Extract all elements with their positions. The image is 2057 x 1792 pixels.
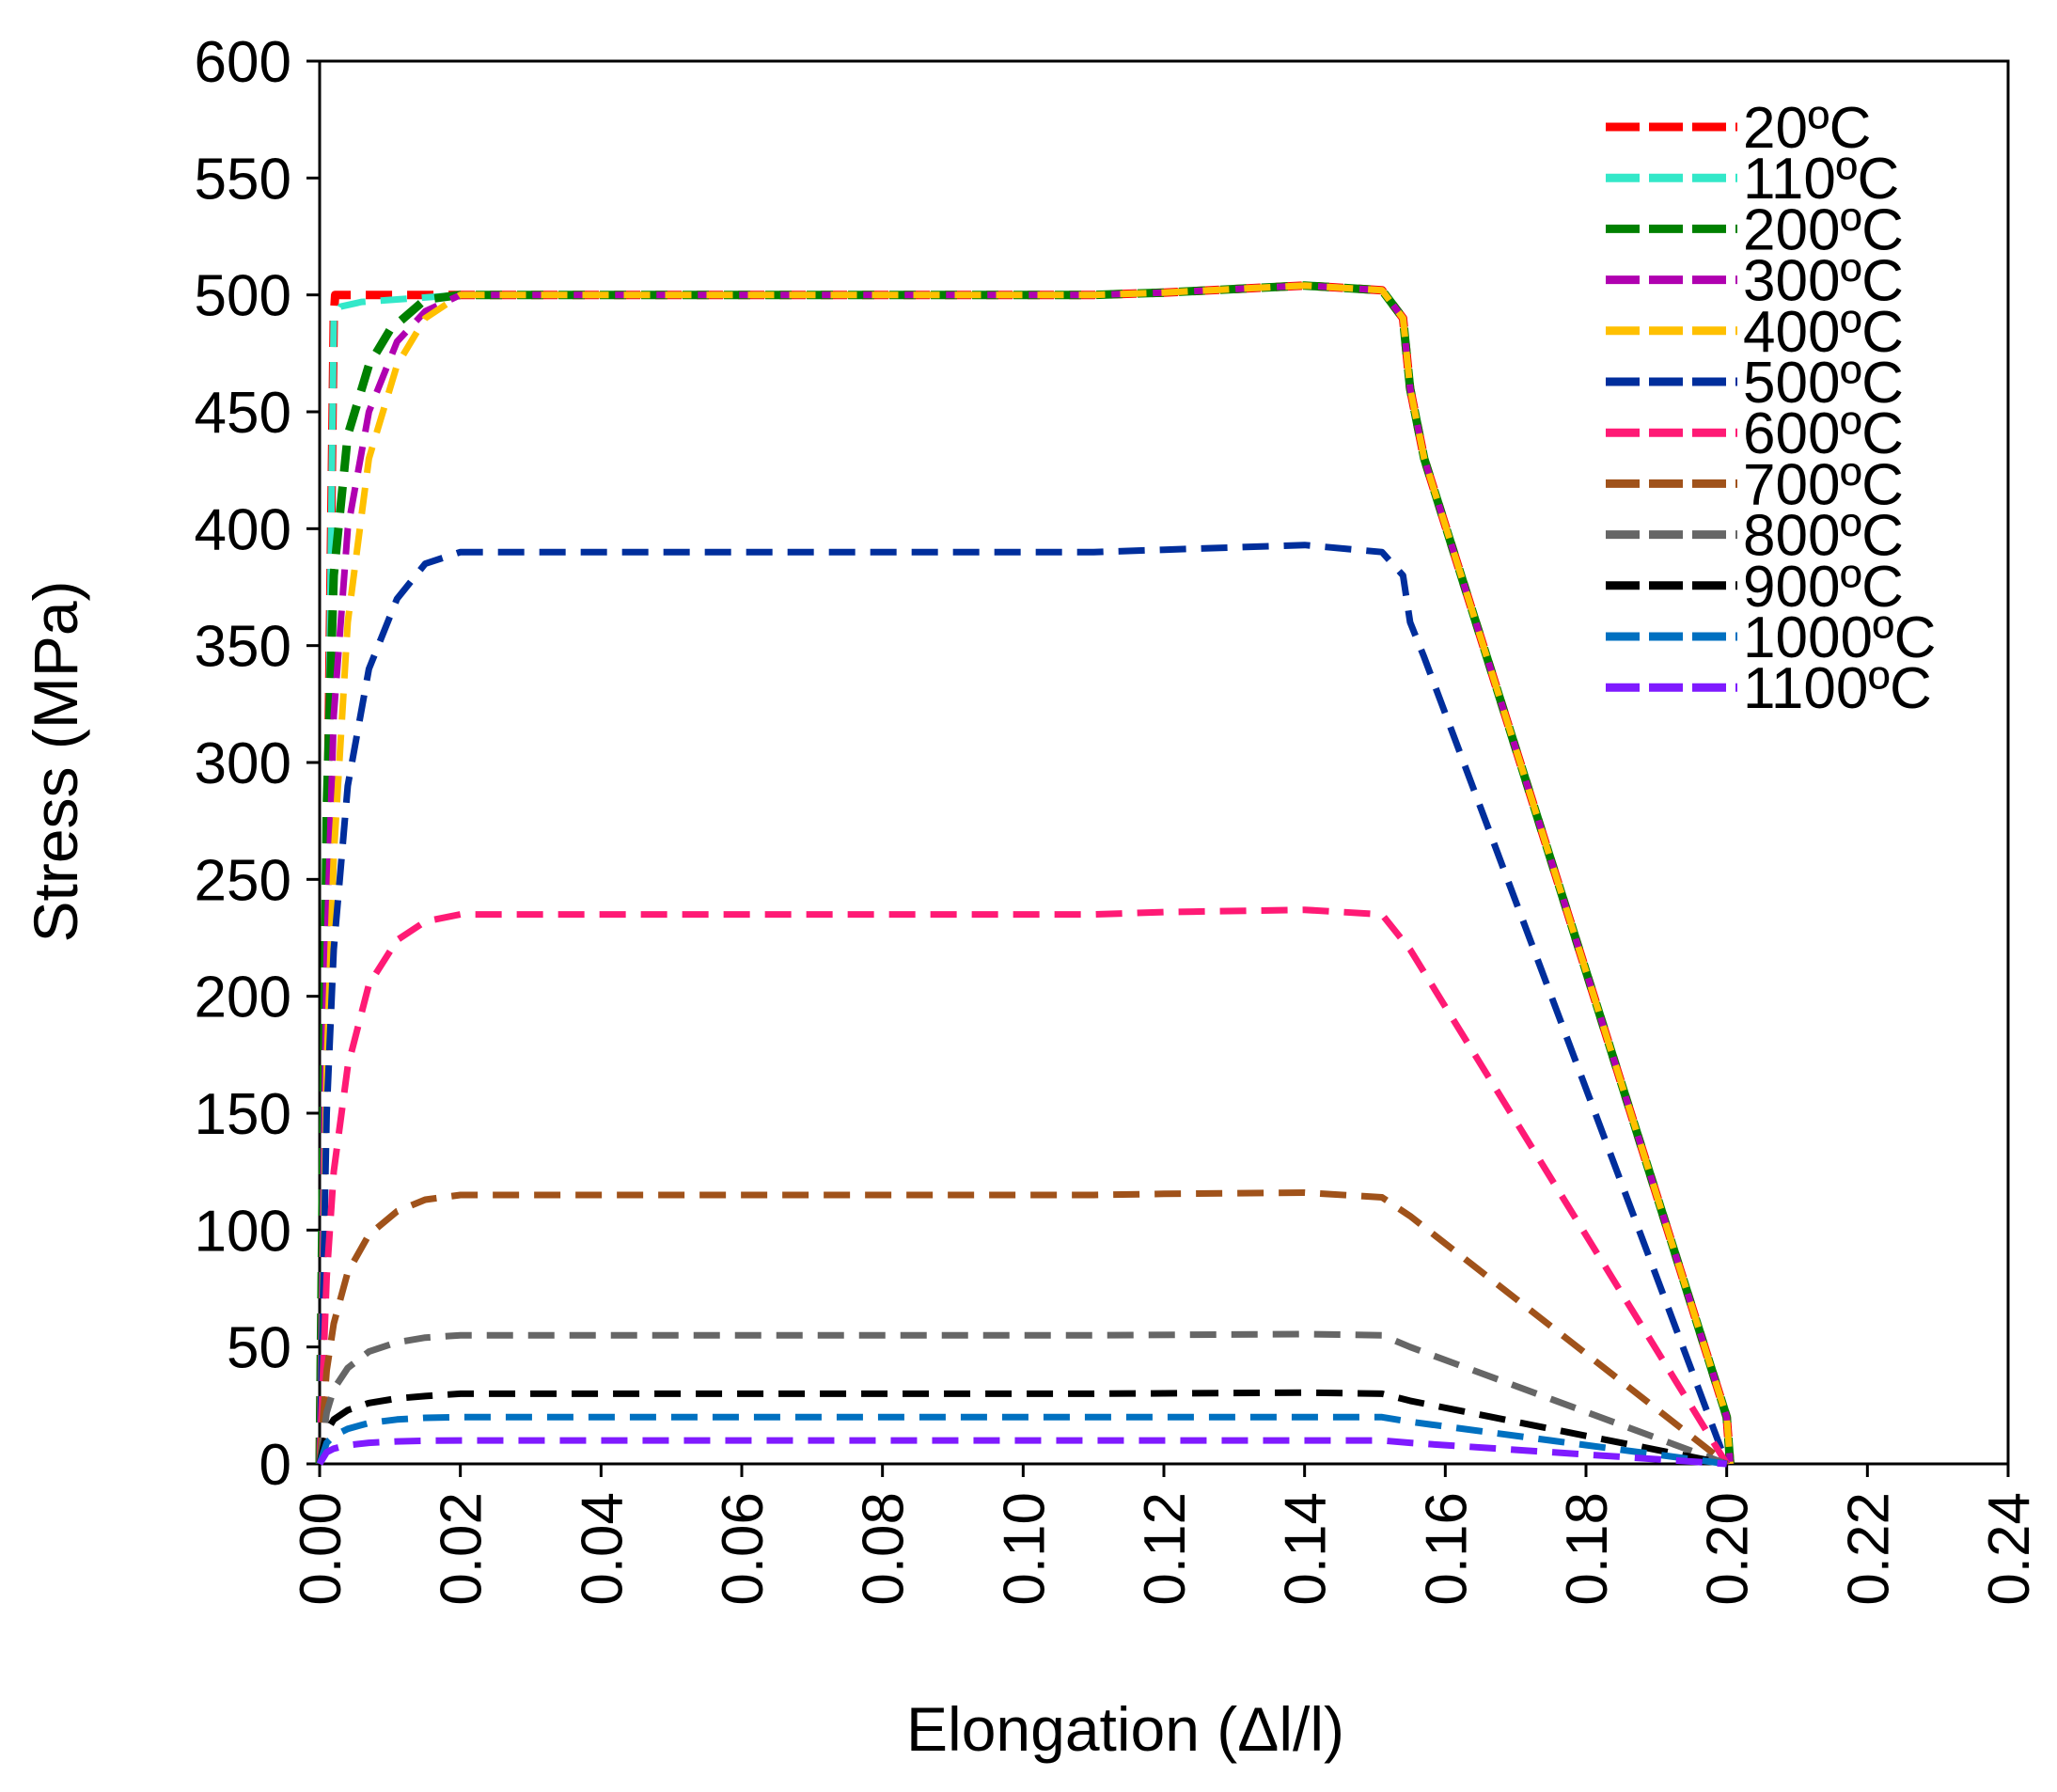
legend-label-4: 400ºC <box>1743 300 1904 365</box>
legend-label-0: 20ºC <box>1743 96 1871 161</box>
legend-label-7: 700ºC <box>1743 452 1904 517</box>
legend-label-9: 900ºC <box>1743 555 1904 620</box>
legend-label-8: 800ºC <box>1743 504 1904 569</box>
legend-label-1: 110ºC <box>1743 147 1899 212</box>
x-tick-label: 0.04 <box>570 1492 635 1606</box>
x-tick-label: 0.02 <box>430 1492 495 1606</box>
series-line-6 <box>316 906 1730 1466</box>
y-tick-label: 550 <box>195 147 291 212</box>
series-line-7 <box>316 1189 1729 1467</box>
y-tick-label: 350 <box>195 615 291 680</box>
axes: 0 50 100 150 200 250 300 350 400 450 500 550 600 0.00… <box>195 30 2042 1606</box>
y-tick-label: 600 <box>195 30 291 95</box>
series-line-5 <box>316 542 1730 1466</box>
y-tick-label: 150 <box>195 1082 291 1147</box>
legend-label-10: 1000ºC <box>1743 605 1936 670</box>
legend-label-6: 600ºC <box>1743 401 1904 466</box>
series-layer <box>315 281 1735 1468</box>
x-tick-label: 0.06 <box>711 1492 776 1606</box>
x-tick-label: 0.14 <box>1274 1492 1339 1606</box>
legend: 20ºC110ºC200ºC300ºC400ºC500ºC600ºC700ºC8… <box>1606 96 1936 721</box>
x-tick-label: 0.22 <box>1836 1492 1901 1606</box>
x-tick-label: 0.18 <box>1555 1492 1620 1606</box>
y-tick-label: 300 <box>195 731 291 796</box>
y-tick-label: 450 <box>195 381 291 446</box>
series-line-9 <box>316 1389 1728 1468</box>
series-line-10 <box>316 1413 1728 1468</box>
legend-label-3: 300ºC <box>1743 249 1904 314</box>
y-tick-label: 250 <box>195 848 291 913</box>
legend-label-5: 500ºC <box>1743 351 1904 416</box>
x-tick-label: 0.00 <box>289 1492 353 1606</box>
x-tick-label: 0.20 <box>1696 1492 1761 1606</box>
series-line-4 <box>316 282 1734 1465</box>
x-tick-label: 0.12 <box>1133 1492 1198 1606</box>
y-tick-label: 0 <box>259 1433 291 1498</box>
legend-label-11: 1100ºC <box>1743 656 1932 721</box>
y-tick-label: 400 <box>195 497 291 562</box>
y-tick-label: 50 <box>227 1316 291 1381</box>
y-tick-label: 200 <box>195 966 291 1030</box>
x-axis-title: Elongation (Δl/l) <box>906 1694 1344 1764</box>
x-tick-label: 0.24 <box>1977 1492 2042 1606</box>
y-tick-label: 100 <box>195 1199 291 1264</box>
y-axis-title: Stress (MPa) <box>21 580 90 942</box>
y-tick-label: 500 <box>195 264 291 329</box>
x-tick-label: 0.16 <box>1414 1492 1479 1606</box>
legend-label-2: 200ºC <box>1743 197 1904 262</box>
series-line-8 <box>316 1330 1728 1468</box>
x-tick-label: 0.10 <box>992 1492 1057 1606</box>
series-line-11 <box>317 1437 1727 1468</box>
x-tick-label: 0.08 <box>852 1492 917 1606</box>
